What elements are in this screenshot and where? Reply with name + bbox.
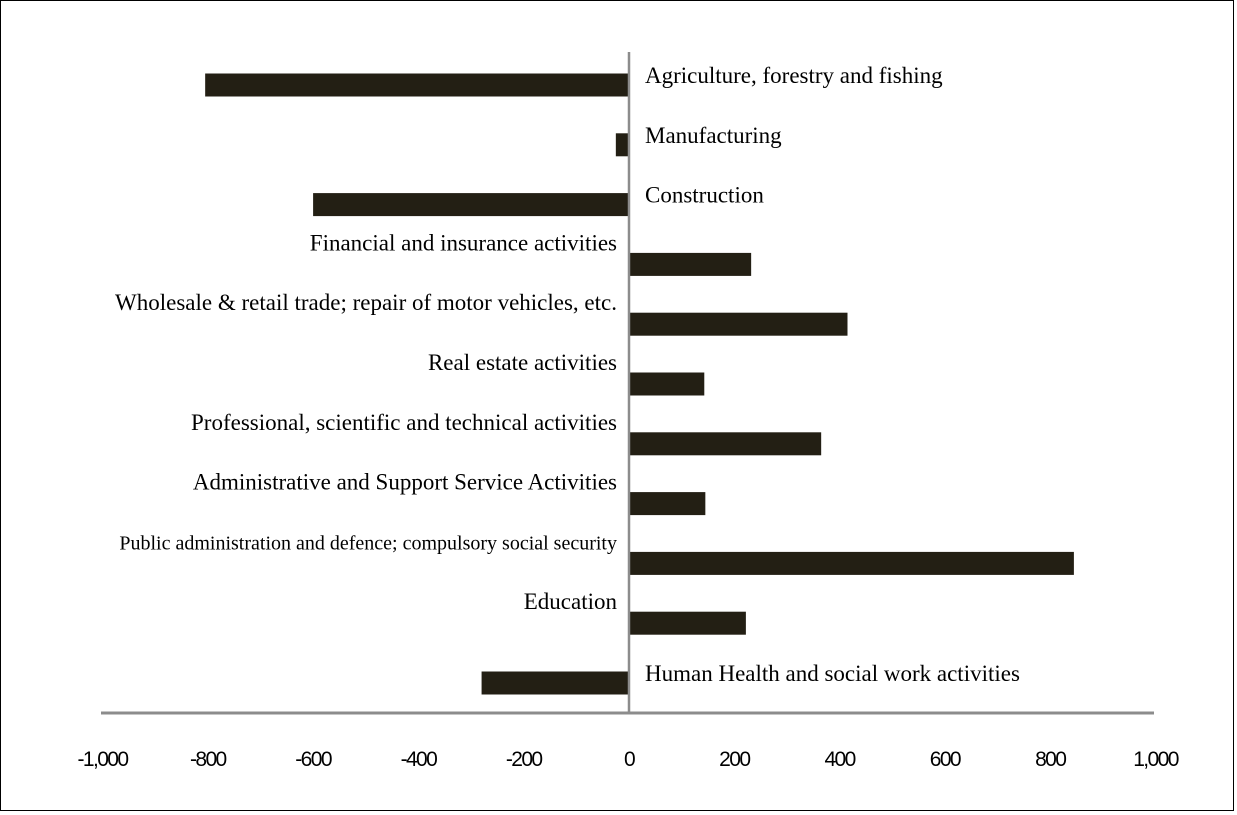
bar-6	[629, 432, 822, 456]
category-label-8: Public administration and defence; compu…	[119, 532, 617, 554]
tick-labels-group: -1,000 -800 -600 -400 -200 0 200 400 600 800 1,000	[78, 748, 1181, 771]
bar-5	[629, 372, 705, 396]
x-tick-label-3: -400	[401, 748, 438, 771]
bar-9	[629, 611, 746, 635]
bars-group	[205, 73, 1074, 695]
x-tick-label-6: 200	[719, 748, 750, 771]
x-tick-label-8: 600	[930, 748, 961, 771]
axes-group	[101, 52, 1154, 715]
x-tick-label-10: 1,000	[1133, 748, 1178, 771]
x-tick-label-1: -800	[190, 748, 227, 771]
x-tick-label-2: -600	[295, 748, 332, 771]
x-tick-label-7: 400	[824, 748, 855, 771]
category-label-4: Wholesale & retail trade; repair of moto…	[115, 290, 617, 315]
bar-4	[629, 312, 848, 336]
bar-3	[629, 252, 752, 276]
category-label-1: Manufacturing	[645, 123, 782, 148]
bar-8	[629, 551, 1074, 575]
x-tick-label-0: -1,000	[78, 748, 129, 771]
bar-0	[205, 73, 630, 97]
category-label-10: Human Health and social work activities	[645, 661, 1020, 686]
category-label-9: Education	[524, 589, 618, 614]
category-label-2: Construction	[645, 183, 764, 208]
category-label-5: Real estate activities	[428, 350, 617, 375]
category-label-3: Financial and insurance activities	[310, 230, 617, 255]
x-tick-label-4: -200	[506, 748, 543, 771]
category-label-0: Agriculture, forestry and fishing	[645, 63, 943, 88]
category-label-6: Professional, scientific and technical a…	[191, 410, 617, 435]
bar-7	[629, 492, 706, 516]
category-labels-group: Agriculture, forestry and fishing Manufac…	[115, 63, 1020, 686]
category-label-7: Administrative and Support Service Activ…	[193, 470, 617, 495]
x-tick-label-5: 0	[624, 748, 635, 771]
x-tick-label-9: 800	[1035, 748, 1066, 771]
bar-10	[481, 671, 629, 695]
bar-2	[313, 193, 629, 217]
bar-1	[615, 133, 629, 157]
